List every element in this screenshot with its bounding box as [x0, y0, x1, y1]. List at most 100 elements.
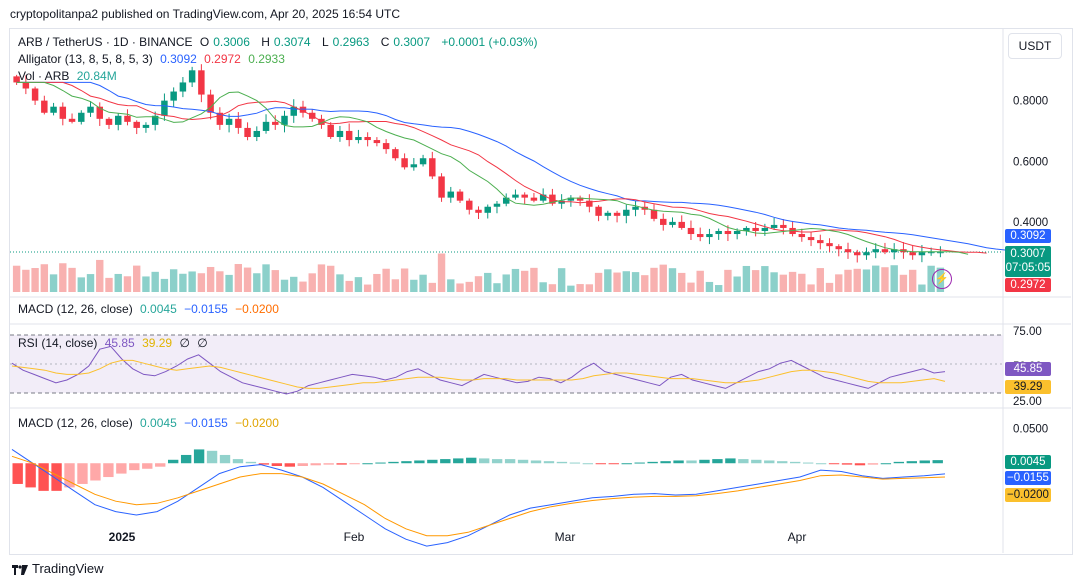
alligator-jaw-value: 0.3092 [160, 52, 197, 66]
alligator-label: Alligator (13, 8, 5, 8, 5, 3) [18, 52, 153, 66]
candle-body [937, 252, 944, 254]
candle-body [410, 164, 418, 168]
publisher-line: cryptopolitanpa2 published on TradingVie… [10, 7, 401, 21]
volume-bar [437, 253, 446, 292]
volume-bar [86, 274, 95, 292]
macd-axis-tick-label: 0.0500 [1013, 424, 1048, 436]
alligator-lips-line [16, 81, 969, 255]
candle-body [253, 130, 261, 138]
volume-bar [576, 284, 584, 292]
volume-bar [807, 284, 815, 292]
macd-histogram-bar [401, 461, 412, 464]
candle-body [345, 130, 353, 141]
macd-histogram-bar [116, 463, 127, 474]
volume-bar [641, 275, 649, 292]
macd-histogram-bar [38, 463, 49, 491]
macd-histogram-bar [634, 462, 645, 464]
macd-histogram-bar [790, 461, 801, 464]
change-value: +0.0001 (+0.03%) [441, 35, 538, 49]
candle-body [475, 209, 482, 213]
alligator-teeth-value: 0.2972 [204, 52, 241, 66]
candle-body [31, 88, 39, 101]
currency-button[interactable]: USDT [1008, 33, 1062, 59]
alligator-lips-value: 0.2933 [248, 52, 285, 66]
macd-top-label: MACD (12, 26, close) [18, 302, 133, 316]
candle-body [216, 112, 224, 125]
candle-body [724, 230, 732, 235]
close-price-value: 0.3007 [1010, 248, 1046, 260]
volume-bar [391, 279, 400, 292]
volume-bar [428, 282, 437, 292]
symbol-title[interactable]: ARB / TetherUS · 1D · BINANCE [18, 35, 193, 49]
volume-bar [539, 282, 547, 292]
macd-histogram-bar [828, 463, 840, 465]
macd-top-legend[interactable]: MACD (12, 26, close) 0.0045 −0.0155 −0.0… [18, 302, 283, 316]
macd-bottom-signal-value: −0.0200 [235, 416, 279, 430]
volume-bar [290, 276, 298, 292]
macd-histogram-bar [751, 459, 762, 464]
macd-bottom-label: MACD (12, 26, close) [18, 416, 133, 430]
candles [13, 64, 944, 263]
candle-body [733, 230, 741, 235]
candle-body [419, 158, 427, 165]
macd-histogram-bar [103, 463, 114, 478]
candle-body [170, 91, 177, 101]
candle-body [715, 230, 722, 235]
macd-histogram-bar [932, 460, 943, 464]
rsi-legend[interactable]: RSI (14, close) 45.85 39.29 ∅ ∅ [18, 336, 212, 350]
macd-histogram-bar [206, 450, 218, 464]
macd-bottom-legend[interactable]: MACD (12, 26, close) 0.0045 −0.0155 −0.0… [18, 416, 283, 430]
candle-body [770, 224, 778, 228]
macd-histogram-bar [880, 463, 892, 465]
volume-bar [317, 264, 326, 292]
candle-body [539, 194, 547, 201]
volume-bar [548, 284, 557, 292]
footer-brand-label: TradingView [32, 561, 104, 576]
macd-histogram-bar [245, 461, 257, 464]
volume-bar [299, 281, 307, 292]
volume-bar [12, 265, 21, 292]
volume-bar [133, 265, 141, 292]
time-axis-tick-label: Apr [788, 530, 807, 544]
open-label: O [199, 35, 210, 49]
candle-body [355, 137, 362, 141]
volume-bar [825, 282, 834, 292]
volume-bar [373, 273, 381, 292]
chart-frame[interactable] [9, 28, 1073, 555]
footer-brand[interactable]: TradingView [12, 561, 104, 576]
candle-body [41, 100, 48, 113]
volume-bar [613, 272, 621, 292]
candle-body [660, 218, 667, 225]
rsi-axis-tick-label: 25.00 [1013, 396, 1042, 408]
lightning-icon[interactable]: ⚡ [932, 269, 952, 289]
macd-histogram-bar [336, 463, 347, 465]
candle-body [586, 200, 593, 207]
volume-bar [308, 273, 316, 292]
candle-body [927, 252, 935, 254]
rsi-axis-tick-label: 75.00 [1013, 326, 1042, 338]
candle-body [567, 197, 575, 201]
candle-body [105, 118, 113, 125]
macd-histogram-bar [219, 454, 231, 464]
candle-body [576, 197, 584, 201]
volume-bar [798, 273, 806, 292]
macd-top-signal-value: −0.0200 [235, 302, 279, 316]
macd-histogram-bar [802, 462, 814, 464]
volume-legend[interactable]: Vol · ARB 20.84M [18, 69, 121, 83]
candle-body [438, 176, 445, 198]
candle-body [807, 237, 815, 241]
volume-bar [761, 266, 769, 292]
macd-histogram-bar [466, 457, 477, 464]
macd-line [11, 448, 946, 547]
volume-bar [179, 273, 187, 292]
volume-bar [890, 265, 898, 292]
candle-body [826, 243, 833, 247]
low-value: 0.2963 [332, 35, 370, 49]
alligator-legend[interactable]: Alligator (13, 8, 5, 8, 5, 3) 0.3092 0.2… [18, 52, 289, 66]
candle-body [50, 106, 57, 113]
volume-bar [105, 277, 113, 292]
macd-histogram-bar [777, 461, 788, 464]
rsi-empty-value-1: ∅ [179, 336, 190, 350]
macd-histogram [12, 449, 943, 491]
